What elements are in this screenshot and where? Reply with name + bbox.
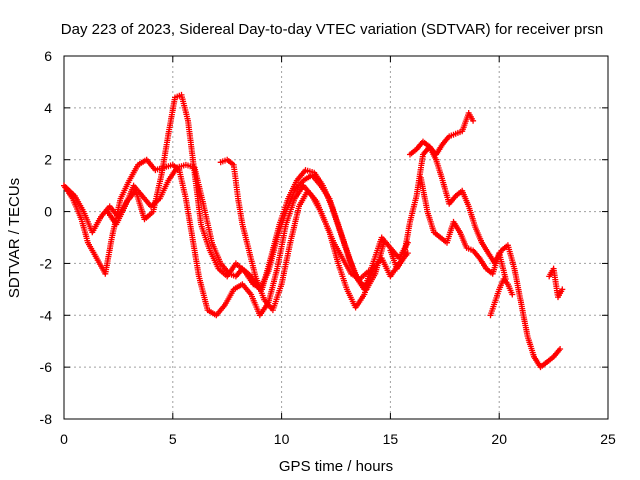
series-satellite-track-h [487,276,516,319]
series-plus-markers [487,276,516,319]
x-tick-label: 15 [383,431,399,447]
y-tick-label: -8 [40,411,53,427]
y-tick-label: 2 [44,152,52,168]
y-tick-label: 4 [44,100,52,116]
x-tick-label: 10 [274,431,290,447]
y-tick-label: 6 [44,48,52,64]
y-tick-label: 0 [44,204,52,220]
x-tick-label: 20 [491,431,507,447]
y-tick-label: -4 [40,307,53,323]
y-axis-ticks: -8 -6 -4 -2 0 2 4 6 [40,48,608,427]
data-series [61,91,566,371]
series-satellite-track-d [217,156,372,314]
chart-title: Day 223 of 2023, Sidereal Day-to-day VTE… [61,21,603,38]
x-axis-label: GPS time / hours [279,458,393,475]
series-plus-markers [104,161,411,293]
series-plus-markers [217,156,372,314]
x-tick-label: 0 [60,431,68,447]
x-tick-label: 5 [169,431,177,447]
series-satellite-track-g [417,174,509,282]
y-tick-label: -6 [40,359,53,375]
series-plus-markers [387,143,564,371]
series-plus-markers [417,174,509,282]
x-tick-label: 25 [600,431,616,447]
y-axis-label: SDTVAR / TECUs [6,178,23,298]
series-satellite-track-f [387,143,564,371]
y-tick-label: -2 [40,255,53,271]
series-satellite-track-i [546,265,566,301]
series-plus-markers [546,265,566,301]
plot-frame [63,55,609,420]
